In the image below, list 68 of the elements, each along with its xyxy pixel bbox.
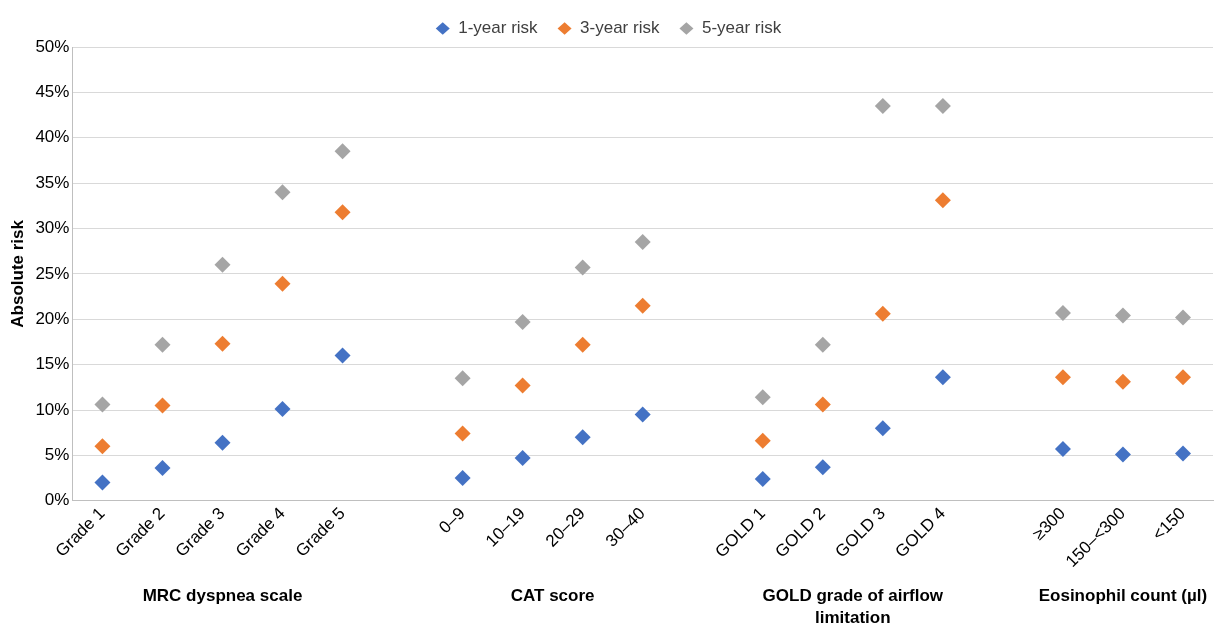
y-tick-label: 25%	[35, 263, 70, 283]
point	[454, 470, 471, 487]
legend-label: 1-year risk	[458, 18, 539, 38]
point	[1114, 446, 1131, 463]
point	[934, 369, 951, 386]
y-tick-label: 10%	[35, 399, 70, 419]
point	[154, 397, 171, 414]
point	[754, 432, 771, 449]
point	[334, 347, 351, 364]
point	[334, 143, 351, 160]
legend-label: 3-year risk	[580, 18, 660, 38]
point	[874, 420, 891, 437]
legend-label: 5-year risk	[701, 18, 782, 38]
point	[814, 459, 831, 476]
point	[814, 336, 831, 353]
point	[574, 259, 591, 276]
point	[634, 297, 651, 314]
point	[214, 434, 231, 451]
y-tick-label: 45%	[35, 82, 70, 102]
point	[1114, 373, 1131, 390]
text: MRC dyspnea scale	[141, 585, 304, 607]
point	[514, 450, 531, 467]
point	[934, 192, 951, 209]
point	[754, 389, 771, 406]
y-tick-label: 30%	[35, 218, 70, 238]
point	[274, 184, 291, 201]
point	[94, 474, 111, 491]
y-tick-label: 20%	[35, 308, 70, 328]
point	[634, 406, 651, 423]
point	[514, 313, 531, 330]
point	[454, 425, 471, 442]
point	[634, 234, 651, 251]
point	[1054, 441, 1071, 458]
point	[934, 97, 951, 114]
y-tick-label: 0%	[44, 490, 70, 510]
y-tick-label: 40%	[35, 127, 70, 147]
point	[214, 335, 231, 352]
point	[1054, 304, 1071, 321]
point	[574, 336, 591, 353]
point	[874, 305, 891, 322]
text: GOLD grade of airflow limitation	[761, 585, 944, 629]
point	[274, 275, 291, 292]
y-tick-label: 5%	[44, 445, 70, 465]
point	[154, 336, 171, 353]
point	[94, 438, 111, 455]
point	[94, 396, 111, 413]
point	[574, 429, 591, 446]
point	[334, 204, 351, 221]
text: CAT score	[509, 585, 596, 607]
x-tick-label: 0–9	[435, 503, 469, 538]
point	[1114, 307, 1131, 324]
point	[154, 460, 171, 477]
point	[1174, 309, 1191, 326]
point	[214, 256, 231, 273]
point	[1054, 369, 1071, 386]
point	[1174, 369, 1191, 386]
point	[874, 97, 891, 114]
point	[814, 396, 831, 413]
point	[754, 470, 771, 487]
point	[454, 370, 471, 387]
y-tick-label: 50%	[35, 36, 70, 56]
y-axis-title: Absolute risk	[7, 219, 27, 328]
point	[274, 401, 291, 418]
y-tick-label: 35%	[35, 172, 70, 192]
text: Eosinophil count (µl)	[1037, 585, 1209, 607]
point	[1174, 445, 1191, 462]
y-tick-label: 15%	[35, 354, 70, 374]
point	[514, 377, 531, 394]
